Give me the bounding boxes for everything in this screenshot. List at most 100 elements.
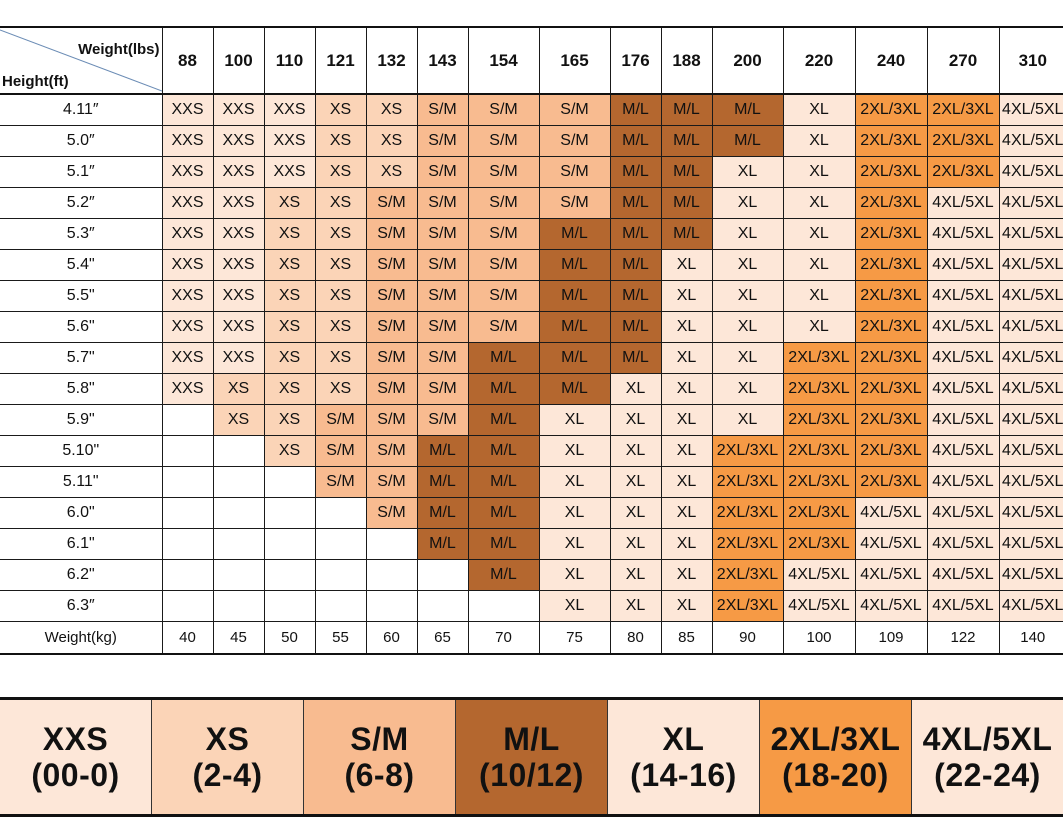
height-ft-label: Height(ft) [2, 73, 69, 90]
legend-range-label: (6-8) [344, 757, 415, 793]
size-cell: XL [782, 187, 856, 219]
size-cell: XXS [212, 187, 265, 219]
size-cell: XS [263, 373, 316, 405]
height-label-cell: 5.8" [0, 373, 163, 405]
height-label-cell: 5.11" [0, 466, 163, 498]
height-label-cell: 5.7" [0, 342, 163, 374]
size-cell: 2XL/3XL [926, 125, 1000, 157]
weight-kg-cell: 140 [998, 621, 1063, 655]
size-cell: M/L [416, 466, 469, 498]
size-cell: XS [212, 373, 265, 405]
size-cell: XL [660, 311, 713, 343]
size-cell: XS [263, 342, 316, 374]
size-cell: XXS [161, 93, 214, 126]
height-label-cell: 5.10" [0, 435, 163, 467]
size-cell: M/L [609, 342, 662, 374]
table-row: 6.3″ XL XL XL 2XL/3XL 4XL/5XL 4XL/5XL 4XL/5XL 4X… [0, 590, 1063, 622]
size-cell [365, 528, 418, 560]
size-cell [212, 590, 265, 622]
size-cell: S/M [538, 156, 611, 188]
size-cell: 2XL/3XL [854, 466, 928, 498]
size-cell: S/M [416, 342, 469, 374]
size-cell: XXS [212, 280, 265, 312]
size-cell: XXS [161, 218, 214, 250]
weight-kg-row: Weight(kg) 40 45 50 55 60 65 70 75 80 85 90 100 109 12… [0, 621, 1063, 655]
weight-kg-cell: 109 [854, 621, 928, 655]
size-cell: S/M [365, 466, 418, 498]
size-cell: 2XL/3XL [926, 156, 1000, 188]
weight-lbs-label: Weight(lbs) [78, 41, 160, 58]
size-cell [212, 497, 265, 529]
size-cell: M/L [609, 249, 662, 281]
size-cell [263, 559, 316, 591]
size-cell: 2XL/3XL [711, 466, 784, 498]
height-label-cell: 6.1" [0, 528, 163, 560]
size-cell: 4XL/5XL [998, 590, 1063, 622]
size-cell: S/M [416, 249, 469, 281]
size-cell: M/L [467, 559, 540, 591]
size-legend: XXS (00-0) XS (2-4) S/M (6-8) M/L (10/12) XL (14-… [0, 697, 1063, 817]
size-cell: S/M [416, 280, 469, 312]
diagonal-divider [0, 29, 161, 92]
legend-range-label: (2-4) [192, 757, 263, 793]
size-cell: XXS [212, 342, 265, 374]
table-row: 5.8" XXS XS XS XS S/M S/M M/L M/L XL XL XL 2XL/3XL 2X… [0, 373, 1063, 405]
size-cell: M/L [416, 528, 469, 560]
weight-kg-cell: 80 [609, 621, 662, 655]
size-cell: 4XL/5XL [926, 590, 1000, 622]
weight-lbs-header-cell: 176 [609, 26, 662, 95]
size-cell: M/L [660, 125, 713, 157]
size-cell [263, 497, 316, 529]
size-cell: 2XL/3XL [711, 435, 784, 467]
weight-lbs-header-cell: 240 [854, 26, 928, 95]
size-cell: XS [263, 218, 316, 250]
size-cell: XXS [161, 187, 214, 219]
size-cell: XL [711, 311, 784, 343]
size-cell: 4XL/5XL [998, 187, 1063, 219]
size-cell: M/L [609, 311, 662, 343]
weight-lbs-header-cell: 220 [782, 26, 856, 95]
table-row: 5.9" XS XS S/M S/M S/M M/L XL XL XL XL 2XL/3XL 2XL/3… [0, 404, 1063, 436]
size-cell: M/L [538, 249, 611, 281]
size-cell: 4XL/5XL [926, 311, 1000, 343]
size-cell: 4XL/5XL [854, 528, 928, 560]
size-table: Weight(lbs) Height(ft) 88 100 110 121 132 143… [0, 26, 1063, 655]
size-cell: XL [660, 373, 713, 405]
size-cell: XL [782, 249, 856, 281]
legend-item: 2XL/3XL (18-20) [760, 700, 912, 814]
size-cell: XL [782, 156, 856, 188]
legend-item: XXS (00-0) [0, 700, 152, 814]
size-cell: S/M [416, 125, 469, 157]
size-cell: XS [263, 187, 316, 219]
size-cell: XS [212, 404, 265, 436]
size-cell: 4XL/5XL [926, 435, 1000, 467]
size-cell: S/M [416, 218, 469, 250]
size-cell [263, 466, 316, 498]
size-cell: 2XL/3XL [854, 218, 928, 250]
weight-kg-cell: 100 [782, 621, 856, 655]
size-cell: 4XL/5XL [998, 249, 1063, 281]
size-cell: 2XL/3XL [854, 311, 928, 343]
size-cell [161, 528, 214, 560]
size-cell: XXS [212, 125, 265, 157]
height-label-cell: 6.0" [0, 497, 163, 529]
size-cell: XL [660, 404, 713, 436]
table-row: 6.1" M/L M/L XL XL XL 2XL/3XL 2XL/3XL 4XL/5XL 4XL… [0, 528, 1063, 560]
size-cell: XL [782, 280, 856, 312]
height-label-cell: 5.5" [0, 280, 163, 312]
size-cell: S/M [467, 218, 540, 250]
size-cell: XS [263, 435, 316, 467]
size-cell [161, 404, 214, 436]
size-cell: M/L [538, 280, 611, 312]
size-cell: XS [314, 187, 367, 219]
size-cell: S/M [365, 373, 418, 405]
size-cell [314, 590, 367, 622]
size-cell: 4XL/5XL [854, 497, 928, 529]
size-cell: M/L [711, 125, 784, 157]
size-cell: 2XL/3XL [782, 435, 856, 467]
size-cell: XL [660, 497, 713, 529]
size-cell: XS [365, 125, 418, 157]
size-cell: XS [314, 280, 367, 312]
size-cell: XXS [161, 280, 214, 312]
size-cell: S/M [416, 373, 469, 405]
